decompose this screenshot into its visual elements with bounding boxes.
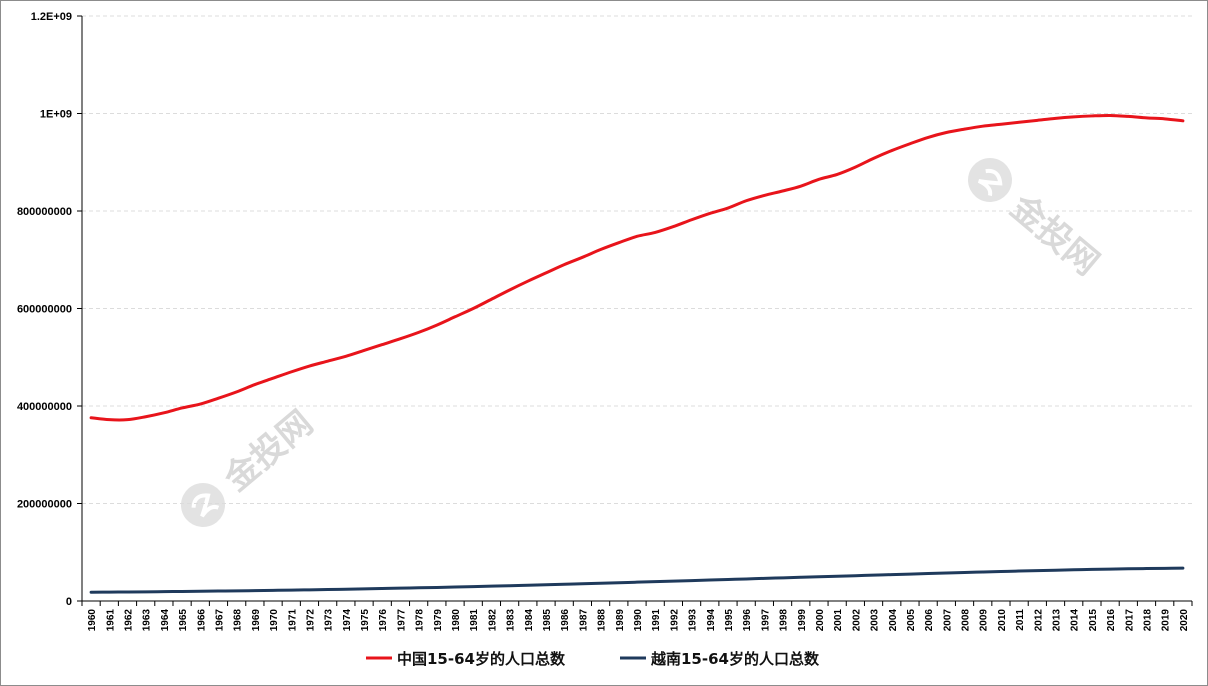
x-tick-label: 1991 bbox=[651, 609, 662, 632]
x-tick-label: 1973 bbox=[324, 609, 335, 632]
x-tick-label: 1968 bbox=[233, 609, 244, 632]
x-tick-label: 2006 bbox=[924, 609, 935, 632]
x-tick-label: 2005 bbox=[906, 609, 917, 632]
x-tick-label: 1970 bbox=[269, 609, 280, 632]
x-tick-label: 2011 bbox=[1015, 609, 1026, 631]
y-tick-label: 800000000 bbox=[17, 206, 72, 218]
x-tick-label: 1967 bbox=[214, 609, 225, 632]
x-tick-label: 1994 bbox=[706, 609, 717, 632]
x-tick-label: 1965 bbox=[178, 609, 189, 632]
x-tick-label: 2015 bbox=[1088, 609, 1099, 632]
x-tick-label: 2004 bbox=[888, 609, 899, 632]
x-tick-label: 2014 bbox=[1070, 609, 1081, 632]
x-tick-label: 2009 bbox=[979, 609, 990, 632]
x-tick-label: 1997 bbox=[760, 609, 771, 632]
gridlines bbox=[82, 15, 1192, 504]
x-tick-label: 1995 bbox=[724, 609, 735, 632]
x-tick-label: 1979 bbox=[433, 609, 444, 632]
series-line-1 bbox=[89, 566, 1185, 594]
x-tick-label: 1963 bbox=[142, 609, 153, 632]
legend-label-1: 越南15-64岁的人口总数 bbox=[650, 650, 820, 668]
x-tick-label: 1964 bbox=[160, 609, 171, 632]
x-tick-label: 1987 bbox=[578, 609, 589, 632]
x-tick-label: 1999 bbox=[797, 609, 808, 632]
x-tick-label: 1982 bbox=[487, 609, 498, 632]
x-tick-label: 1974 bbox=[342, 609, 353, 632]
legend: 中国15-64岁的人口总数 越南15-64岁的人口总数 bbox=[366, 650, 820, 668]
x-tick-label: 1996 bbox=[742, 609, 753, 632]
x-tick-label: 2010 bbox=[997, 609, 1008, 632]
x-tick-label: 2018 bbox=[1143, 609, 1154, 632]
x-tick-label: 2019 bbox=[1161, 609, 1172, 632]
x-tick-label: 1977 bbox=[396, 609, 407, 632]
x-tick-label: 2017 bbox=[1124, 609, 1135, 632]
y-tick-label: 0 bbox=[66, 596, 72, 608]
x-tick-label: 2016 bbox=[1106, 609, 1117, 632]
series-line-0 bbox=[89, 113, 1185, 422]
x-tick-label: 2003 bbox=[870, 609, 881, 632]
y-tick-label: 1.2E+09 bbox=[31, 11, 72, 23]
x-tick-label: 2001 bbox=[833, 609, 844, 632]
x-tick-label: 1993 bbox=[688, 609, 699, 632]
x-tick-label: 2007 bbox=[942, 609, 953, 632]
y-axis-ticks: 0 200000000 400000000 600000000 800000000 1E+… bbox=[17, 11, 82, 608]
x-tick-label: 1966 bbox=[196, 609, 207, 632]
x-tick-label: 1992 bbox=[669, 609, 680, 632]
x-tick-label: 2000 bbox=[815, 609, 826, 632]
series-lines bbox=[89, 113, 1185, 594]
x-tick-label: 2002 bbox=[851, 609, 862, 632]
x-tick-label: 2020 bbox=[1179, 609, 1190, 632]
x-tick-label: 1978 bbox=[415, 609, 426, 632]
x-tick-label: 1975 bbox=[360, 609, 371, 632]
x-tick-label: 1981 bbox=[469, 609, 480, 632]
x-tick-label: 1984 bbox=[524, 609, 535, 632]
y-tick-label: 600000000 bbox=[17, 304, 72, 316]
x-tick-label: 1960 bbox=[87, 609, 98, 632]
x-tick-label: 1986 bbox=[560, 609, 571, 632]
x-tick-label: 1988 bbox=[597, 609, 608, 632]
x-tick-label: 1990 bbox=[633, 609, 644, 632]
legend-label-0: 中国15-64岁的人口总数 bbox=[397, 650, 566, 668]
x-tick-label: 1985 bbox=[542, 609, 553, 632]
x-tick-label: 2008 bbox=[961, 609, 972, 632]
y-tick-label: 200000000 bbox=[17, 499, 72, 511]
x-tick-label: 1976 bbox=[378, 609, 389, 632]
x-tick-label: 1989 bbox=[615, 609, 626, 632]
x-tick-label: 1962 bbox=[123, 609, 134, 632]
x-tick-label: 1972 bbox=[305, 609, 316, 632]
x-tick-label: 1980 bbox=[451, 609, 462, 632]
x-tick-label: 1969 bbox=[251, 609, 262, 632]
y-tick-label: 400000000 bbox=[17, 401, 72, 413]
x-axis-ticks: 1960 1961 1962 1963 1964 1965 1966 1967 1968 1969… bbox=[81, 601, 1193, 632]
x-tick-label: 2013 bbox=[1052, 609, 1063, 632]
x-tick-label: 1998 bbox=[779, 609, 790, 632]
x-tick-label: 1961 bbox=[105, 609, 116, 632]
x-tick-label: 1983 bbox=[506, 609, 517, 632]
x-tick-label: 2012 bbox=[1033, 609, 1044, 632]
x-tick-label: 1971 bbox=[287, 609, 298, 632]
y-tick-label: 1E+09 bbox=[40, 109, 72, 121]
